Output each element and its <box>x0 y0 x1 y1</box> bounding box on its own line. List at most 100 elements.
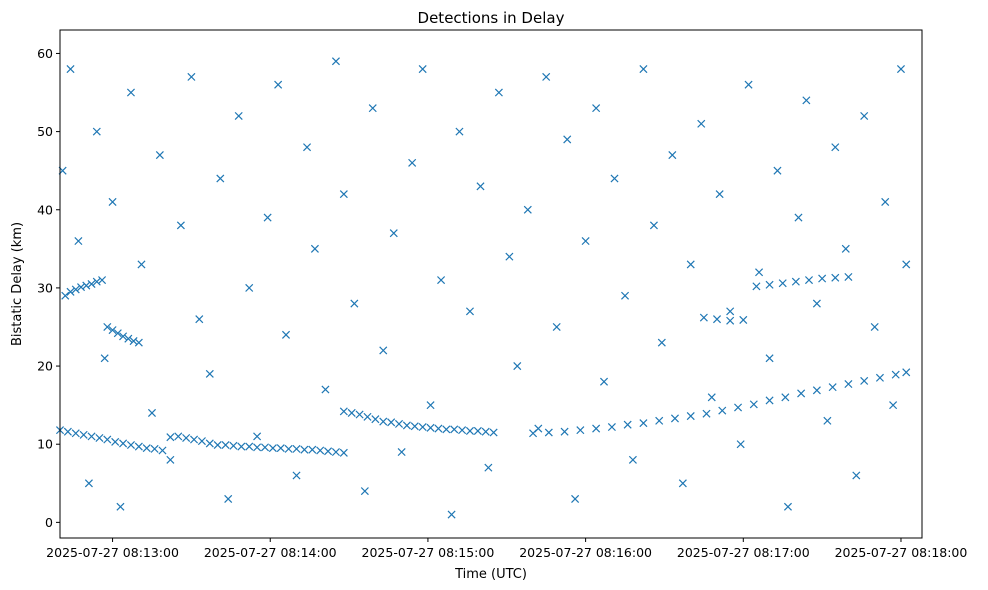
scatter-point <box>126 88 135 97</box>
scatter-point <box>229 441 238 450</box>
scatter-point <box>844 272 853 281</box>
scatter-point <box>715 190 724 199</box>
scatter-point <box>63 427 72 436</box>
scatter-point <box>465 426 475 435</box>
scatter-point <box>134 338 143 347</box>
scatter-point <box>158 446 167 455</box>
scatter-point <box>610 174 619 183</box>
scatter-point <box>765 396 774 405</box>
scatter-point <box>476 182 485 191</box>
scatter-point <box>126 440 135 450</box>
scatter-point <box>190 435 199 444</box>
scatter-point <box>560 427 569 436</box>
scatter-point <box>166 433 175 442</box>
scatter-point <box>755 268 764 277</box>
scatter-point <box>744 80 753 89</box>
scatter-point <box>316 446 325 455</box>
scatter-point <box>66 287 75 296</box>
scatter-point <box>881 197 890 206</box>
scatter-point <box>841 244 850 253</box>
scatter-point <box>781 393 790 402</box>
scatter-point <box>213 440 222 450</box>
scatter-point <box>324 447 333 456</box>
scatter-point <box>812 386 821 395</box>
scatter-point <box>300 445 309 454</box>
scatter-point <box>113 329 122 338</box>
scatter-point <box>245 442 254 451</box>
scatter-point <box>891 370 900 379</box>
scatter-point <box>77 283 86 292</box>
scatter-point <box>437 276 446 285</box>
scatter-point <box>576 426 585 435</box>
scatter-point <box>794 213 803 222</box>
scatter-point <box>783 502 792 511</box>
scatter-point <box>95 433 104 442</box>
scatter-point <box>734 403 743 412</box>
scatter-point <box>303 143 312 152</box>
scatter-point <box>686 260 695 269</box>
scatter-point <box>465 307 475 316</box>
scatter-point <box>889 401 898 410</box>
scatter-point <box>739 315 748 324</box>
scatter-point <box>505 252 514 261</box>
scatter-point <box>281 330 291 339</box>
scatter-point <box>639 419 648 428</box>
scatter-point <box>205 439 214 448</box>
scatter-point <box>253 432 262 441</box>
scatter-point <box>534 424 543 433</box>
scatter-point <box>394 419 404 428</box>
x-tick-label: 2025-07-27 08:17:00 <box>677 545 810 560</box>
scatter-point <box>852 471 861 480</box>
y-tick-label: 50 <box>37 124 53 139</box>
scatter-point <box>103 435 112 444</box>
y-tick-label: 20 <box>37 359 53 374</box>
scatter-point <box>339 407 348 416</box>
scatter-point <box>92 127 101 136</box>
scatter-point <box>66 65 75 74</box>
scatter-point <box>712 315 722 324</box>
scatter-point <box>410 422 419 431</box>
scatter-point <box>274 80 283 89</box>
scatter-point <box>426 423 435 432</box>
scatter-point <box>142 444 151 453</box>
scatter-point <box>670 414 679 423</box>
scatter-point <box>628 455 637 464</box>
y-tick-label: 30 <box>37 280 53 295</box>
scatter-point <box>607 422 616 432</box>
scatter-point <box>205 369 214 378</box>
scatter-point <box>902 368 911 377</box>
scatter-point <box>434 424 443 433</box>
scatter-point <box>87 279 96 289</box>
scatter-point <box>778 279 787 288</box>
scatter-point <box>726 316 735 325</box>
scatter-point <box>623 420 632 429</box>
scatter-point <box>134 442 143 451</box>
scatter-point <box>129 337 138 346</box>
scatter-point <box>331 57 340 66</box>
x-axis-ticks: 2025-07-27 08:13:00 2025-07-27 08:14:00 20… <box>46 538 967 560</box>
scatter-point <box>513 362 522 371</box>
scatter-point <box>111 437 120 446</box>
scatter-point <box>791 277 800 286</box>
scatter-point <box>116 502 125 511</box>
scatter-point <box>237 442 246 451</box>
data-marks <box>55 57 911 519</box>
scatter-point <box>108 197 117 206</box>
scatter-point <box>831 273 840 282</box>
scatter-point <box>621 291 630 300</box>
scatter-point <box>442 425 451 434</box>
scatter-point <box>284 444 293 453</box>
scatter-point <box>263 213 272 222</box>
scatter-point <box>187 72 196 81</box>
scatter-point <box>371 415 380 424</box>
scatter-point <box>292 471 301 480</box>
scatter-point <box>360 487 369 496</box>
scatter-point <box>752 282 761 291</box>
scatter-point <box>147 408 157 417</box>
scatter-point <box>523 205 532 214</box>
scatter-point <box>860 111 869 120</box>
scatter-point <box>828 383 837 392</box>
scatter-point <box>197 437 206 446</box>
